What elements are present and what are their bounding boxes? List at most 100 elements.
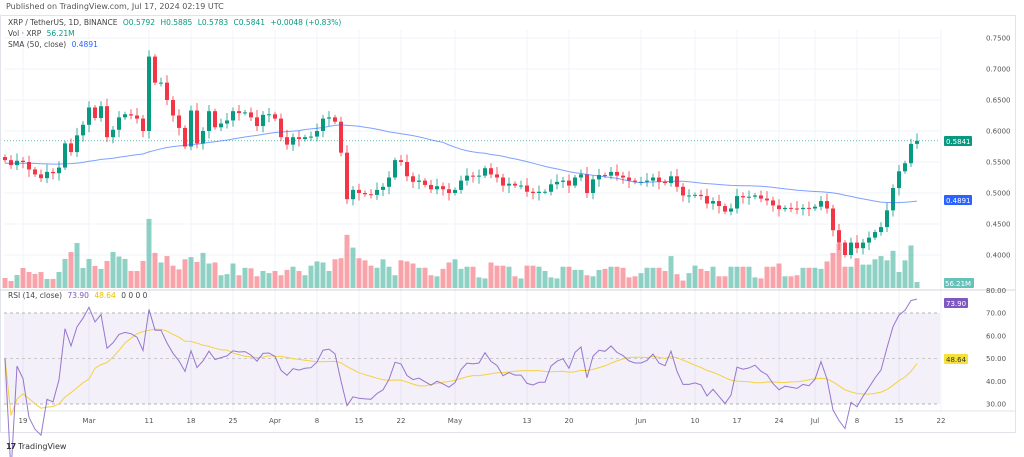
candle-body: [129, 114, 133, 116]
candle: [429, 179, 433, 193]
candle-body: [285, 137, 289, 145]
price-tick-label: 0.6500: [986, 97, 1011, 105]
sma-tag-text: 0.4891: [946, 197, 971, 205]
volume-bar: [782, 276, 788, 288]
candle: [93, 104, 97, 121]
sma-line: [5, 124, 918, 204]
volume-bar: [458, 268, 464, 288]
volume-tag: 56.21M: [944, 278, 974, 288]
candle: [801, 204, 805, 216]
candle: [237, 104, 241, 121]
candle-body: [135, 115, 139, 119]
candle: [525, 178, 529, 197]
candle: [813, 204, 817, 211]
candle: [705, 188, 709, 209]
candle-body: [861, 242, 865, 249]
volume-bar: [326, 270, 332, 288]
volume-bar: [554, 278, 560, 288]
symbol-legend[interactable]: XRP / TetherUS, 1D, BINANCE O0.5792 H0.5…: [8, 18, 344, 27]
volume-bar: [128, 270, 134, 288]
volume-bar: [410, 263, 416, 288]
volume-bar: [368, 265, 374, 288]
last-price-tag: 0.5841: [944, 136, 972, 146]
volume-bar: [662, 270, 668, 288]
volume-bar: [632, 276, 638, 288]
candle-body: [759, 195, 763, 199]
candle: [849, 237, 853, 259]
candle-body: [837, 230, 841, 243]
rsi-label: RSI (14, close): [8, 291, 63, 300]
candle: [507, 177, 511, 193]
candle: [483, 165, 487, 179]
candle: [633, 178, 637, 185]
candle-body: [291, 137, 295, 145]
candle-body: [363, 193, 367, 195]
candle-body: [645, 180, 649, 182]
volume-bar: [494, 265, 500, 288]
rsi-ma-tag-text: 48.64: [946, 356, 967, 364]
candle-body: [717, 201, 721, 207]
volume-bar: [842, 266, 848, 288]
candle-body: [393, 160, 397, 178]
candle: [717, 194, 721, 214]
candle: [363, 190, 367, 197]
candle: [669, 171, 673, 187]
volume-bar: [818, 268, 824, 288]
candle-body: [573, 177, 577, 186]
candle: [261, 111, 265, 133]
candle: [381, 183, 385, 197]
candle-body: [777, 205, 781, 210]
volume-bar: [860, 264, 866, 288]
volume-bar: [872, 259, 878, 288]
volume-bar: [284, 269, 290, 288]
candle: [675, 168, 679, 192]
candle: [153, 54, 157, 86]
price-tick-label: 0.5000: [986, 190, 1011, 198]
volume-bar: [836, 243, 842, 288]
volume-bar: [824, 261, 830, 288]
volume-bar: [218, 275, 224, 288]
volume-legend[interactable]: Vol · XRP 56.21M: [8, 29, 78, 38]
candle-body: [687, 195, 691, 197]
candle: [243, 109, 247, 116]
candle: [249, 107, 253, 122]
candle-body: [441, 186, 445, 190]
candle-body: [75, 135, 79, 153]
candle-body: [915, 140, 919, 144]
symbol-name: XRP / TetherUS, 1D, BINANCE: [8, 18, 118, 27]
volume-bar: [110, 251, 116, 288]
volume-bar: [614, 266, 620, 288]
rsi-legend[interactable]: RSI (14, close) 73.90 48.64 0 0 0 0: [8, 291, 150, 300]
volume-bar: [98, 268, 104, 288]
candle: [321, 114, 325, 138]
candle: [807, 201, 811, 216]
candle: [375, 182, 379, 200]
volume-bar: [650, 267, 656, 288]
candle: [471, 171, 475, 183]
candle: [387, 171, 391, 195]
candle: [345, 145, 349, 205]
candle: [171, 96, 175, 122]
time-tick-label: 13: [523, 417, 532, 425]
candle: [909, 138, 913, 167]
candle-body: [729, 208, 733, 212]
time-tick-label: 11: [145, 417, 154, 425]
candle: [129, 109, 133, 120]
last-price-tag-text: 0.5841: [946, 138, 971, 146]
candle-body: [51, 171, 55, 174]
candle: [519, 180, 523, 190]
time-tick-label: 8: [315, 417, 319, 425]
volume-bar: [716, 276, 722, 288]
candle-body: [849, 242, 853, 255]
candle: [579, 169, 583, 182]
volume-bar: [428, 275, 434, 288]
volume-bar: [200, 252, 206, 288]
sma-legend[interactable]: SMA (50, close) 0.4891: [8, 40, 101, 49]
candle: [699, 189, 703, 200]
candle: [501, 173, 505, 192]
candle: [225, 113, 229, 129]
tradingview-brand[interactable]: 17 TradingView: [6, 442, 66, 451]
candle: [789, 202, 793, 213]
candle: [219, 118, 223, 131]
